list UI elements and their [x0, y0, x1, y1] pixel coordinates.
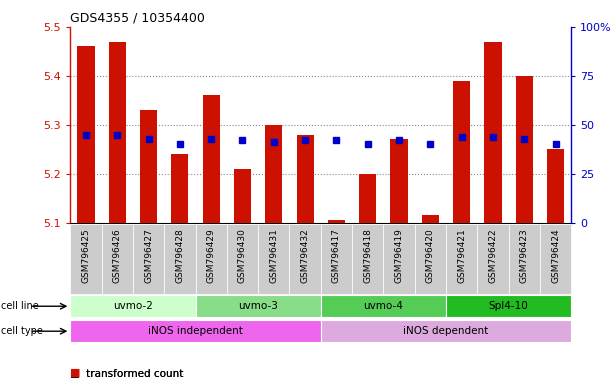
Text: GSM796427: GSM796427 — [144, 228, 153, 283]
FancyBboxPatch shape — [352, 224, 384, 294]
Text: GSM796432: GSM796432 — [301, 228, 310, 283]
FancyBboxPatch shape — [321, 224, 352, 294]
FancyBboxPatch shape — [321, 295, 446, 318]
Bar — [453, 81, 470, 223]
Bar — [547, 149, 564, 223]
Text: GSM796422: GSM796422 — [489, 228, 497, 283]
Bar — [422, 215, 439, 223]
FancyBboxPatch shape — [227, 224, 258, 294]
Bar — [78, 46, 95, 223]
Text: ■: ■ — [70, 367, 81, 377]
Text: uvmo-3: uvmo-3 — [238, 301, 278, 311]
FancyBboxPatch shape — [164, 224, 196, 294]
FancyBboxPatch shape — [70, 295, 196, 318]
Text: uvmo-4: uvmo-4 — [364, 301, 403, 311]
Bar — [390, 139, 408, 223]
Text: GSM796428: GSM796428 — [175, 228, 185, 283]
FancyBboxPatch shape — [384, 224, 415, 294]
FancyBboxPatch shape — [196, 224, 227, 294]
Text: GSM796420: GSM796420 — [426, 228, 435, 283]
Bar — [203, 95, 220, 223]
Text: Spl4-10: Spl4-10 — [489, 301, 529, 311]
Text: GSM796425: GSM796425 — [81, 228, 90, 283]
FancyBboxPatch shape — [540, 224, 571, 294]
Bar — [485, 41, 502, 223]
Bar — [296, 134, 313, 223]
FancyBboxPatch shape — [446, 295, 571, 318]
FancyBboxPatch shape — [446, 224, 477, 294]
FancyBboxPatch shape — [133, 224, 164, 294]
Bar — [109, 41, 126, 223]
Bar — [265, 125, 282, 223]
Text: uvmo-2: uvmo-2 — [113, 301, 153, 311]
Text: iNOS independent: iNOS independent — [148, 326, 243, 336]
FancyBboxPatch shape — [70, 224, 101, 294]
Text: ■  transformed count: ■ transformed count — [70, 369, 184, 379]
FancyBboxPatch shape — [477, 224, 509, 294]
Bar — [328, 220, 345, 223]
Text: cell line: cell line — [1, 301, 39, 311]
Text: GSM796418: GSM796418 — [364, 228, 372, 283]
Bar — [234, 169, 251, 223]
Text: GSM796430: GSM796430 — [238, 228, 247, 283]
Text: GSM796431: GSM796431 — [269, 228, 278, 283]
FancyBboxPatch shape — [196, 295, 321, 318]
Text: GSM796417: GSM796417 — [332, 228, 341, 283]
Bar — [171, 154, 188, 223]
Bar — [359, 174, 376, 223]
Text: GSM796424: GSM796424 — [551, 228, 560, 283]
FancyBboxPatch shape — [290, 224, 321, 294]
FancyBboxPatch shape — [321, 320, 571, 343]
FancyBboxPatch shape — [70, 320, 321, 343]
FancyBboxPatch shape — [258, 224, 290, 294]
Bar — [516, 76, 533, 223]
Text: cell type: cell type — [1, 326, 43, 336]
Text: transformed count: transformed count — [86, 369, 183, 379]
FancyBboxPatch shape — [509, 224, 540, 294]
Bar — [140, 110, 157, 223]
FancyBboxPatch shape — [101, 224, 133, 294]
Text: GSM796423: GSM796423 — [520, 228, 529, 283]
Text: iNOS dependent: iNOS dependent — [403, 326, 489, 336]
Text: GSM796419: GSM796419 — [395, 228, 403, 283]
Text: GSM796421: GSM796421 — [457, 228, 466, 283]
Text: GDS4355 / 10354400: GDS4355 / 10354400 — [70, 11, 205, 24]
Text: GSM796426: GSM796426 — [113, 228, 122, 283]
Text: GSM796429: GSM796429 — [207, 228, 216, 283]
FancyBboxPatch shape — [415, 224, 446, 294]
